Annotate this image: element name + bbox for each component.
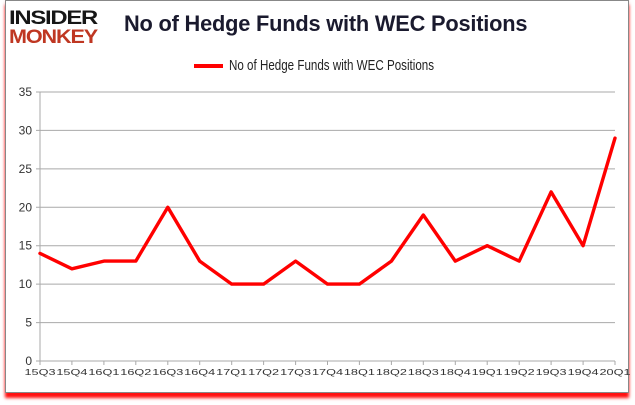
svg-text:16Q4: 16Q4 (184, 367, 215, 377)
svg-text:18Q2: 18Q2 (376, 367, 407, 377)
svg-text:17Q4: 17Q4 (312, 367, 343, 377)
svg-text:0: 0 (25, 354, 32, 368)
svg-text:10: 10 (19, 277, 33, 291)
svg-text:18Q1: 18Q1 (344, 367, 375, 377)
svg-text:15Q4: 15Q4 (56, 367, 87, 377)
svg-text:18Q4: 18Q4 (440, 367, 471, 377)
svg-text:19Q3: 19Q3 (536, 367, 567, 377)
svg-text:20: 20 (19, 200, 33, 214)
svg-text:17Q3: 17Q3 (280, 367, 311, 377)
svg-text:5: 5 (25, 316, 32, 330)
svg-text:35: 35 (19, 85, 33, 99)
svg-text:17Q1: 17Q1 (216, 367, 247, 377)
svg-text:25: 25 (19, 162, 33, 176)
svg-text:19Q4: 19Q4 (568, 367, 599, 377)
svg-text:17Q2: 17Q2 (248, 367, 279, 377)
svg-text:19Q1: 19Q1 (472, 367, 503, 377)
svg-text:18Q3: 18Q3 (408, 367, 439, 377)
svg-text:15: 15 (19, 239, 33, 253)
svg-text:16Q2: 16Q2 (120, 367, 151, 377)
svg-text:16Q1: 16Q1 (88, 367, 119, 377)
svg-text:30: 30 (19, 123, 33, 137)
svg-text:19Q2: 19Q2 (504, 367, 535, 377)
svg-text:20Q1: 20Q1 (600, 367, 631, 377)
svg-text:16Q3: 16Q3 (152, 367, 183, 377)
svg-text:15Q3: 15Q3 (25, 367, 56, 377)
